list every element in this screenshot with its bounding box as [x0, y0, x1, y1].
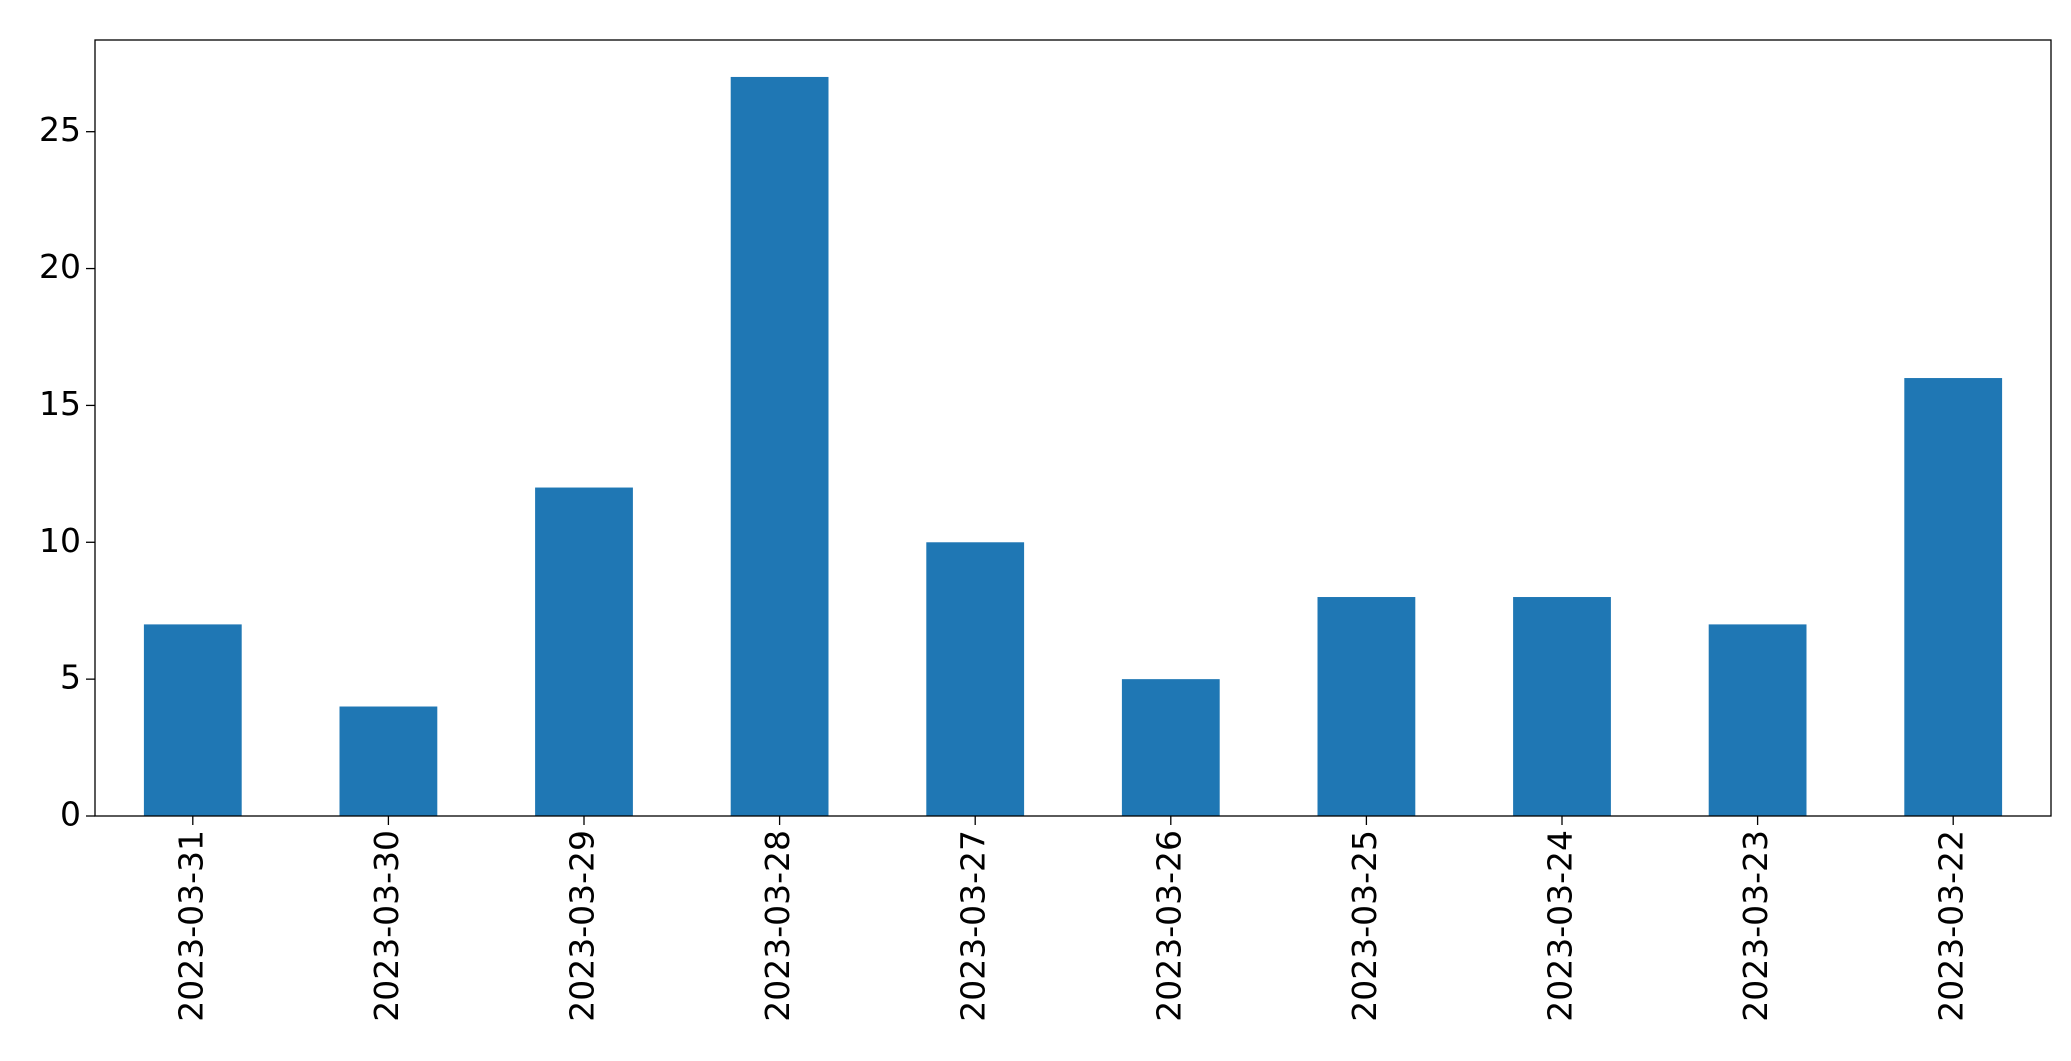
plot-frame: [94, 39, 2052, 817]
x-tick-label: 2023-03-22: [1932, 830, 1971, 1022]
y-tick-label: 0: [60, 795, 81, 834]
y-tick-label: 10: [39, 521, 81, 560]
x-tick-label: 2023-03-31: [171, 830, 210, 1022]
bar: [926, 542, 1025, 816]
y-tick-label: 15: [39, 384, 81, 423]
y-tick-label: 20: [39, 247, 81, 286]
y-tick-label: 5: [60, 658, 81, 697]
x-tick-label: 2023-03-30: [367, 830, 406, 1022]
bar: [1708, 624, 1807, 816]
x-tick-label: 2023-03-29: [563, 830, 602, 1022]
bar: [339, 706, 438, 816]
x-tick-label: 2023-03-24: [1541, 830, 1580, 1022]
x-tick-label: 2023-03-28: [758, 830, 797, 1022]
x-tick-label: 2023-03-27: [954, 830, 993, 1022]
bar: [143, 624, 242, 816]
bar: [535, 487, 633, 816]
x-tick-label: 2023-03-26: [1149, 830, 1188, 1022]
x-tick-label: 2023-03-23: [1736, 830, 1775, 1022]
bar: [1121, 679, 1220, 816]
bar: [1904, 378, 2003, 816]
x-tick-label: 2023-03-25: [1345, 830, 1384, 1022]
bar: [1317, 597, 1416, 816]
bar: [1513, 597, 1611, 816]
bar: [730, 76, 829, 816]
y-tick-label: 25: [39, 110, 81, 149]
